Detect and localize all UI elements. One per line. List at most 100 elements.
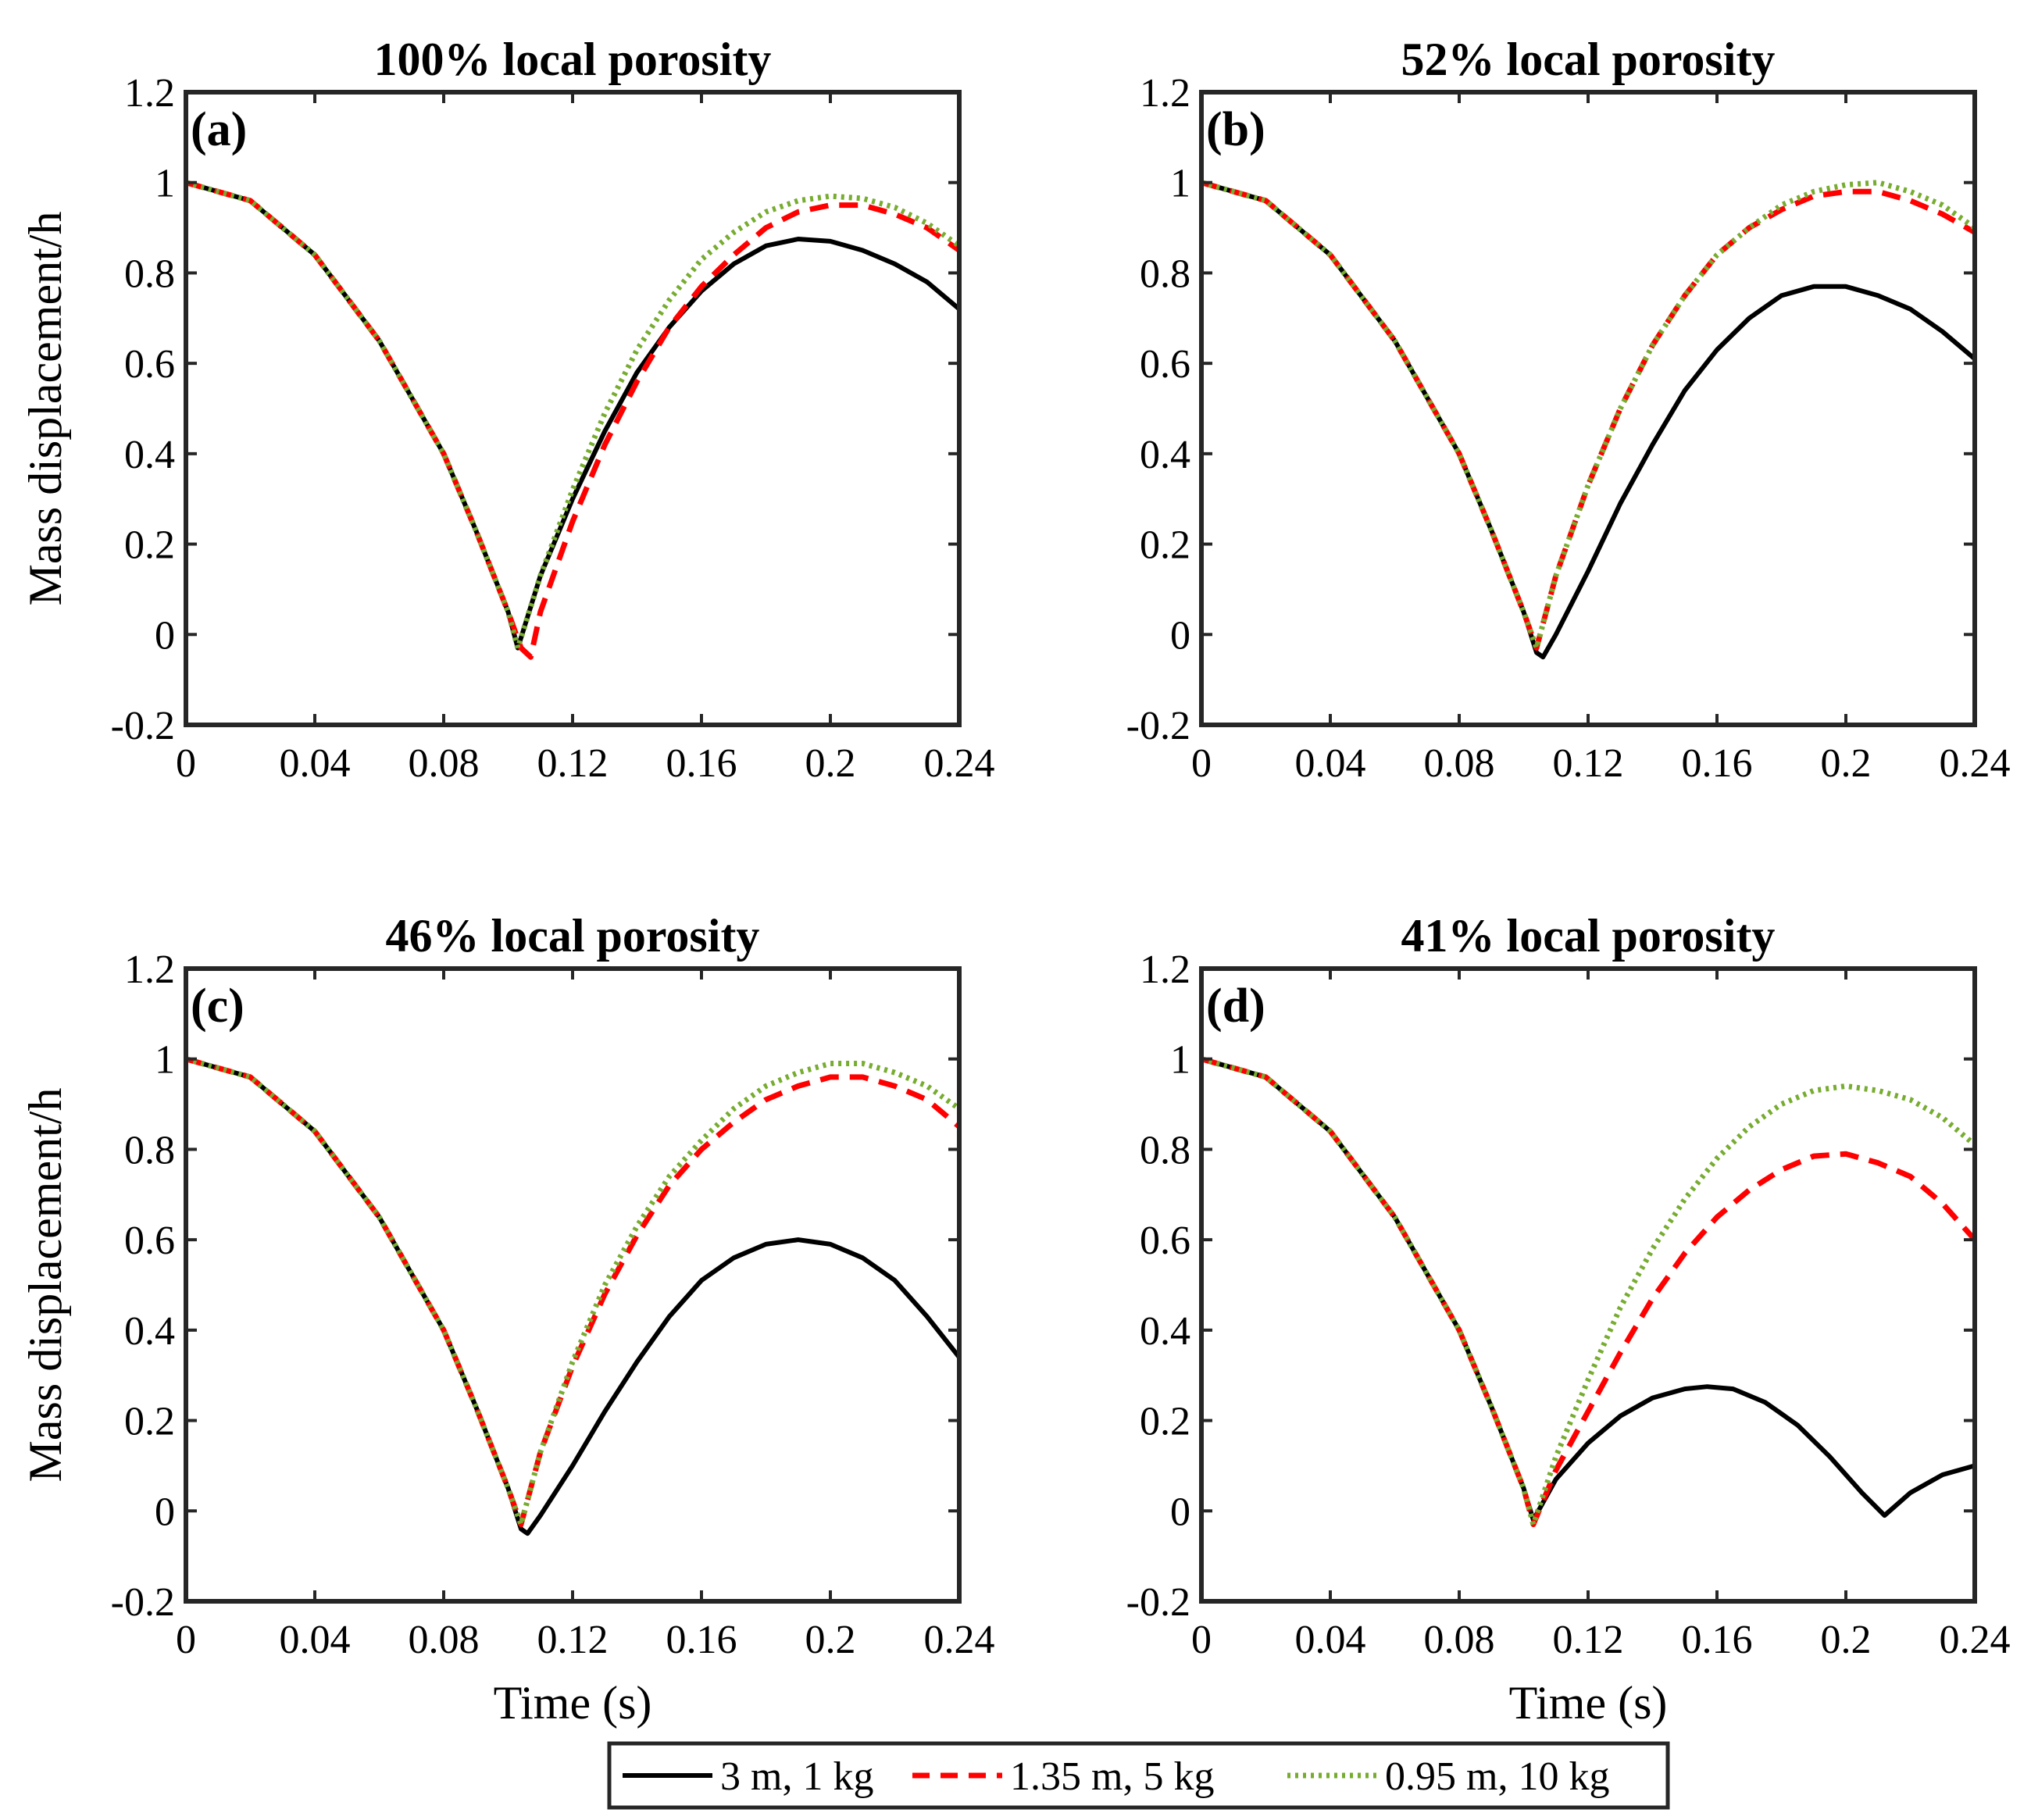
y-tick-label: 0.2 (1140, 1400, 1190, 1444)
y-tick-label: 0.8 (1140, 1128, 1190, 1172)
y-tick-label: 0.4 (1140, 433, 1190, 477)
panel-letter: (c) (191, 980, 245, 1033)
legend-label-series-1: 3 m, 1 kg (720, 1754, 873, 1799)
chart-panel-1: 0 0.04 0.08 0.12 0.16 0.2 0.24-0.200.20.40.60.… (20, 34, 995, 786)
y-axis-label: Mass displacement/h (20, 212, 71, 606)
legend-label-series-3: 0.95 m, 10 kg (1385, 1754, 1609, 1799)
series-group (186, 180, 959, 660)
x-tick-label: 0.04 (1295, 1618, 1366, 1662)
y-tick-label: 0.6 (1140, 342, 1190, 387)
series-line-2 (186, 1056, 959, 1528)
panel-letter: (d) (1206, 980, 1265, 1033)
x-tick-label: 0 (176, 741, 196, 786)
x-tick-label: 0.24 (924, 1618, 995, 1662)
y-tick-label: -0.2 (1126, 704, 1190, 748)
series-group (186, 1056, 959, 1536)
panel-title: 100% local porosity (374, 34, 772, 85)
x-tick-label: 0.16 (666, 741, 737, 786)
y-tick-label: 1 (1170, 1038, 1190, 1083)
series-group (1201, 1056, 1975, 1528)
y-tick-label: 0.8 (124, 1128, 175, 1172)
y-tick-label: 0 (1170, 1490, 1190, 1534)
legend-box (607, 1741, 1670, 1810)
x-tick-label: 0.08 (1424, 741, 1495, 786)
y-tick-label: 1.2 (124, 71, 175, 116)
y-tick-label: 0.2 (124, 1400, 175, 1444)
chart-panel-3: 0 0.04 0.08 0.12 0.16 0.2 0.24-0.200.20.40.60.… (20, 910, 995, 1729)
x-axis-label: Time (s) (1509, 1677, 1668, 1729)
plot-area (186, 92, 959, 725)
x-tick-label: 0.24 (1940, 741, 2011, 786)
legend: 3 m, 1 kg 1.35 m, 5 kg 0.95 m, 10 kg (607, 1741, 1670, 1810)
plot-frame (184, 966, 962, 1604)
y-tick-label: -0.2 (1126, 1580, 1190, 1625)
x-tick-label: 0.16 (666, 1618, 737, 1662)
x-tick-label: 0.2 (1821, 741, 1872, 786)
series-line-3 (186, 180, 959, 651)
y-tick-label: 0.6 (124, 342, 175, 387)
chart-panel-2: 0 0.04 0.08 0.12 0.16 0.2 0.24-0.200.20.40.60.… (1126, 34, 2011, 786)
y-tick-label: 1.2 (1140, 71, 1190, 116)
plot-frame (1199, 966, 1977, 1604)
series-line-1 (186, 180, 959, 651)
plot-area (1201, 92, 1975, 725)
x-tick-label: 0.04 (1295, 741, 1366, 786)
y-tick-label: 0 (155, 1490, 175, 1534)
x-tick-label: 0.12 (1553, 1618, 1624, 1662)
x-tick-label: 0.12 (1553, 741, 1624, 786)
series-line-3 (186, 1056, 959, 1528)
plot-area (186, 969, 959, 1601)
y-tick-label: 1 (155, 1038, 175, 1083)
y-tick-label: 0.2 (1140, 523, 1190, 568)
y-tick-label: 0.4 (124, 1309, 175, 1354)
x-tick-label: 0.16 (1682, 1618, 1753, 1662)
y-tick-label: 0.8 (124, 252, 175, 296)
panel-title: 41% local porosity (1401, 910, 1776, 962)
y-tick-label: 0.4 (1140, 1309, 1190, 1354)
panel-title: 52% local porosity (1401, 34, 1776, 85)
plot-frame (184, 90, 962, 727)
x-tick-label: 0.08 (1424, 1618, 1495, 1662)
x-tick-label: 0.08 (409, 1618, 480, 1662)
panel-letter: (a) (191, 103, 247, 156)
legend-label-series-2: 1.35 m, 5 kg (1010, 1754, 1214, 1799)
x-tick-label: 0 (176, 1618, 196, 1662)
x-tick-label: 0 (1191, 741, 1212, 786)
y-tick-label: 0 (1170, 613, 1190, 658)
plot-frame (1199, 90, 1977, 727)
y-tick-label: 1 (155, 162, 175, 206)
x-tick-label: 0.24 (924, 741, 995, 786)
y-tick-label: 0.4 (124, 433, 175, 477)
x-tick-label: 0.12 (537, 741, 609, 786)
y-tick-label: 1 (1170, 162, 1190, 206)
x-tick-label: 0.16 (1682, 741, 1753, 786)
chart-panels: 0 0.04 0.08 0.12 0.16 0.2 0.24-0.200.20.40.60.… (20, 34, 2011, 1729)
series-group (1201, 180, 1975, 660)
x-tick-label: 0.2 (805, 1618, 856, 1662)
y-tick-label: 0.6 (1140, 1219, 1190, 1263)
panel-title: 46% local porosity (386, 910, 760, 962)
y-tick-label: 0.6 (124, 1219, 175, 1263)
y-tick-label: 1.2 (124, 947, 175, 992)
x-tick-label: 0.2 (1821, 1618, 1872, 1662)
panel-letter: (b) (1206, 103, 1265, 156)
x-tick-label: 0.04 (280, 741, 351, 786)
x-tick-label: 0.2 (805, 741, 856, 786)
y-tick-label: 0.8 (1140, 252, 1190, 296)
y-tick-label: 1.2 (1140, 947, 1190, 992)
y-tick-label: 0.2 (124, 523, 175, 568)
y-tick-label: 0 (155, 613, 175, 658)
x-tick-label: 0.08 (409, 741, 480, 786)
y-axis-label: Mass displacement/h (20, 1088, 71, 1483)
y-tick-label: -0.2 (111, 1580, 175, 1625)
y-tick-label: -0.2 (111, 704, 175, 748)
series-line-2 (1201, 180, 1975, 651)
x-tick-label: 0.04 (280, 1618, 351, 1662)
chart-panel-4: 0 0.04 0.08 0.12 0.16 0.2 0.24-0.200.20.40.60.… (1126, 910, 2011, 1729)
plot-area (1201, 969, 1975, 1601)
x-axis-label: Time (s) (494, 1677, 652, 1729)
x-tick-label: 0 (1191, 1618, 1212, 1662)
x-tick-label: 0.24 (1940, 1618, 2011, 1662)
x-tick-label: 0.12 (537, 1618, 609, 1662)
